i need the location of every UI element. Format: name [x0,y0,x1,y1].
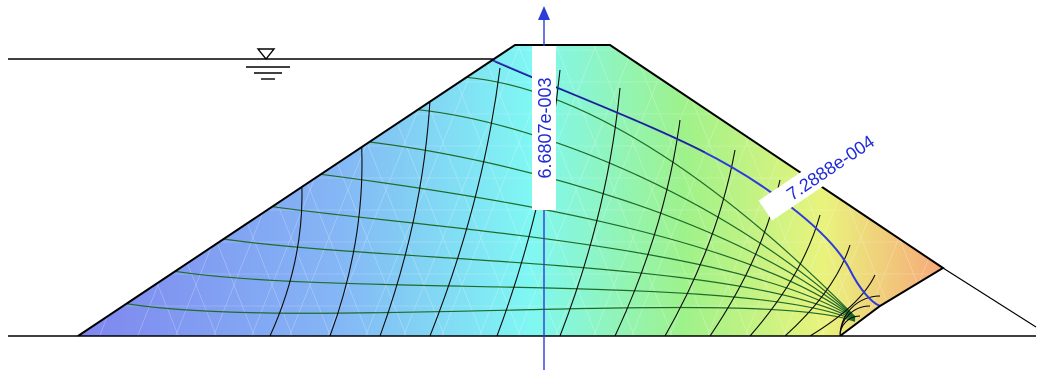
equipotential-line [809,274,876,336]
mesh-line [591,45,713,336]
mesh-line [363,45,485,336]
mesh-line [857,45,943,336]
equipotential-line [614,119,681,336]
flow-line [175,270,856,322]
flow-line [126,303,856,322]
toe-drain [839,295,881,337]
water-level-triangle-icon [246,48,290,80]
flow-line [223,238,856,321]
flow-lines [126,76,856,322]
mesh-line [895,45,943,336]
equipotential-line [379,99,431,336]
dam-outline [77,44,945,337]
arrow-up-icon [538,6,550,20]
flow-line [369,141,856,319]
mesh-line [439,45,561,336]
flow-line [466,76,856,318]
equipotential-line [429,67,501,336]
mesh-line [515,45,637,336]
mesh-line [895,45,943,336]
mesh-line [78,45,181,336]
flow-line [417,109,856,318]
equipotential-line [664,149,736,336]
mesh-line [629,45,751,336]
mesh-line [553,45,675,336]
flow-line [320,173,856,320]
flow-line [272,206,856,320]
phreatic-surface-line [494,61,706,153]
flux-label-vertical: 6.6807e-003 [535,77,555,178]
mesh-line [401,45,523,336]
mesh-line [553,45,675,336]
downstream-ground-slope [942,267,1037,328]
flux-label-vertical-group: 6.6807e-003 [532,46,556,210]
equipotential-line [784,244,851,336]
equipotential-line [559,87,621,336]
